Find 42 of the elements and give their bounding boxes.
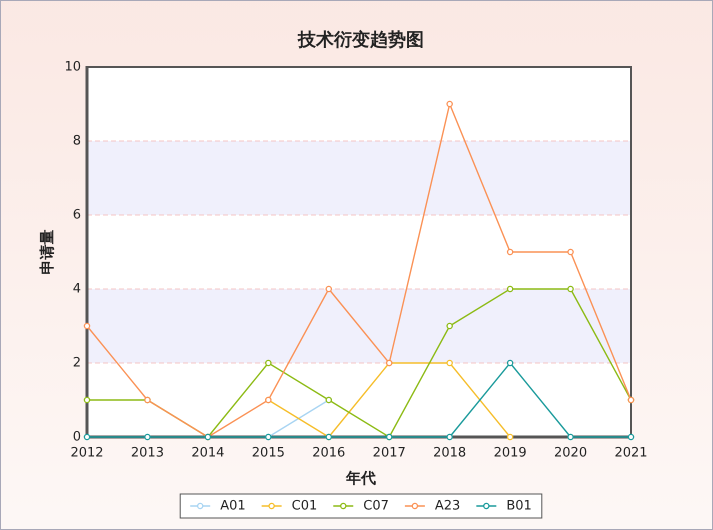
x-tick-label: 2020 — [554, 446, 588, 460]
point — [506, 286, 514, 292]
y-tick-label: 4 — [72, 282, 81, 296]
x-tick-label: 2021 — [614, 446, 648, 460]
x-tick-label: 2014 — [191, 446, 224, 460]
point — [446, 434, 453, 440]
y-tick-label: 10 — [64, 60, 81, 74]
legend-label: A23 — [434, 498, 460, 514]
x-tick-label: 2018 — [433, 446, 466, 460]
x-tick-label: 2012 — [70, 446, 104, 460]
point — [628, 434, 634, 440]
legend-label: C07 — [363, 498, 389, 514]
point — [265, 360, 272, 366]
y-tick-label: 8 — [72, 134, 81, 148]
x-tick-label: 2013 — [130, 446, 164, 460]
point — [446, 322, 453, 330]
x-axis-title: 年代 — [345, 469, 376, 487]
y-axis-title: 申请量 — [38, 230, 56, 274]
legend-label: A01 — [220, 498, 246, 514]
legend-label: B01 — [506, 498, 532, 514]
point — [506, 360, 514, 366]
point — [446, 360, 453, 366]
point — [84, 434, 90, 440]
x-tick-label: 2016 — [312, 446, 346, 460]
point — [506, 248, 514, 256]
point — [506, 434, 514, 440]
point — [567, 434, 574, 440]
point — [144, 434, 151, 440]
y-tick-label: 2 — [72, 356, 81, 370]
point — [446, 100, 453, 108]
point — [84, 322, 90, 330]
x-tick-label: 2019 — [494, 446, 527, 460]
chart-title: 技术衍变趋势图 — [297, 30, 424, 50]
x-tick-label: 2015 — [252, 446, 285, 460]
legend-label: C01 — [292, 498, 318, 514]
point — [326, 286, 332, 292]
point — [567, 286, 574, 292]
x-tick-label: 2017 — [372, 446, 406, 460]
point — [84, 396, 90, 404]
y-tick-label: 0 — [72, 430, 81, 444]
point — [567, 248, 574, 256]
y-tick-label: 6 — [72, 208, 81, 222]
